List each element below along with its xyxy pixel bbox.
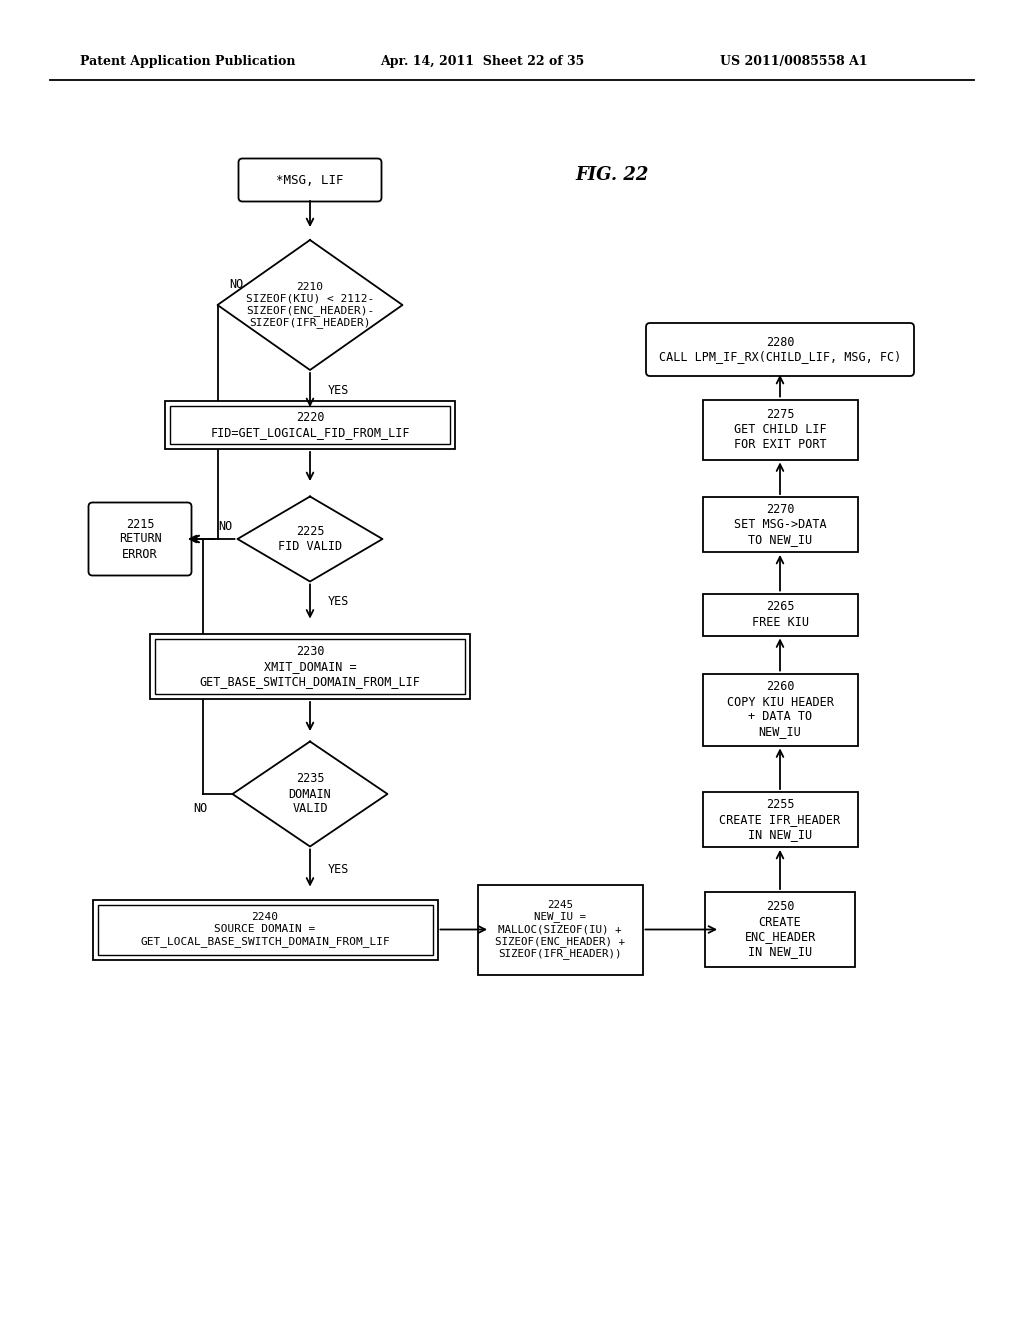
Text: NO: NO — [194, 803, 208, 816]
Text: NO: NO — [218, 520, 232, 533]
Polygon shape — [238, 496, 383, 582]
Bar — [702, 594, 857, 635]
Bar — [165, 401, 455, 449]
Text: Patent Application Publication: Patent Application Publication — [80, 55, 296, 69]
Bar — [705, 892, 855, 968]
Text: Apr. 14, 2011  Sheet 22 of 35: Apr. 14, 2011 Sheet 22 of 35 — [380, 55, 585, 69]
Bar — [702, 400, 857, 459]
Text: 2225
FID VALID: 2225 FID VALID — [278, 525, 342, 553]
Text: US 2011/0085558 A1: US 2011/0085558 A1 — [720, 55, 867, 69]
FancyBboxPatch shape — [88, 503, 191, 576]
Text: 2220
FID=GET_LOGICAL_FID_FROM_LIF: 2220 FID=GET_LOGICAL_FID_FROM_LIF — [210, 411, 410, 440]
Text: 2255
CREATE IFR_HEADER
IN NEW_IU: 2255 CREATE IFR_HEADER IN NEW_IU — [720, 799, 841, 841]
Text: 2210
SIZEOF(KIU) < 2112-
SIZEOF(ENC_HEADER)-
SIZEOF(IFR_HEADER): 2210 SIZEOF(KIU) < 2112- SIZEOF(ENC_HEAD… — [246, 281, 374, 329]
FancyBboxPatch shape — [646, 323, 914, 376]
Bar — [477, 884, 642, 974]
Text: 2275
GET CHILD LIF
FOR EXIT PORT: 2275 GET CHILD LIF FOR EXIT PORT — [733, 408, 826, 451]
Bar — [702, 673, 857, 746]
Text: YES: YES — [328, 863, 349, 876]
FancyBboxPatch shape — [239, 158, 382, 202]
Bar — [702, 498, 857, 552]
Text: YES: YES — [328, 384, 349, 396]
Text: 2240
SOURCE DOMAIN =
GET_LOCAL_BASE_SWITCH_DOMAIN_FROM_LIF: 2240 SOURCE DOMAIN = GET_LOCAL_BASE_SWIT… — [140, 912, 390, 946]
Polygon shape — [232, 742, 387, 846]
Bar — [92, 899, 437, 960]
Text: 2265
FREE KIU: 2265 FREE KIU — [752, 601, 809, 628]
Bar — [150, 634, 470, 700]
Text: 2230
XMIT_DOMAIN =
GET_BASE_SWITCH_DOMAIN_FROM_LIF: 2230 XMIT_DOMAIN = GET_BASE_SWITCH_DOMAI… — [200, 645, 421, 688]
Bar — [97, 904, 432, 954]
Text: 2250
CREATE
ENC_HEADER
IN NEW_IU: 2250 CREATE ENC_HEADER IN NEW_IU — [744, 900, 816, 958]
Text: 2245
NEW_IU =
MALLOC(SIZEOF(IU) +
SIZEOF(ENC_HEADER) +
SIZEOF(IFR_HEADER)): 2245 NEW_IU = MALLOC(SIZEOF(IU) + SIZEOF… — [495, 900, 625, 960]
Text: *MSG, LIF: *MSG, LIF — [276, 173, 344, 186]
Text: YES: YES — [328, 595, 349, 609]
Text: 2215
RETURN
ERROR: 2215 RETURN ERROR — [119, 517, 162, 561]
Text: NO: NO — [229, 279, 244, 292]
Text: FIG. 22: FIG. 22 — [575, 166, 648, 183]
Bar — [170, 407, 450, 444]
Bar — [702, 792, 857, 847]
Text: 2260
COPY KIU HEADER
+ DATA TO
NEW_IU: 2260 COPY KIU HEADER + DATA TO NEW_IU — [727, 681, 834, 738]
Text: 2280
CALL LPM_IF_RX(CHILD_LIF, MSG, FC): 2280 CALL LPM_IF_RX(CHILD_LIF, MSG, FC) — [658, 335, 901, 363]
Text: 2270
SET MSG->DATA
TO NEW_IU: 2270 SET MSG->DATA TO NEW_IU — [733, 503, 826, 546]
Bar — [155, 639, 465, 694]
Text: 2235
DOMAIN
VALID: 2235 DOMAIN VALID — [289, 772, 332, 816]
Polygon shape — [217, 240, 402, 370]
